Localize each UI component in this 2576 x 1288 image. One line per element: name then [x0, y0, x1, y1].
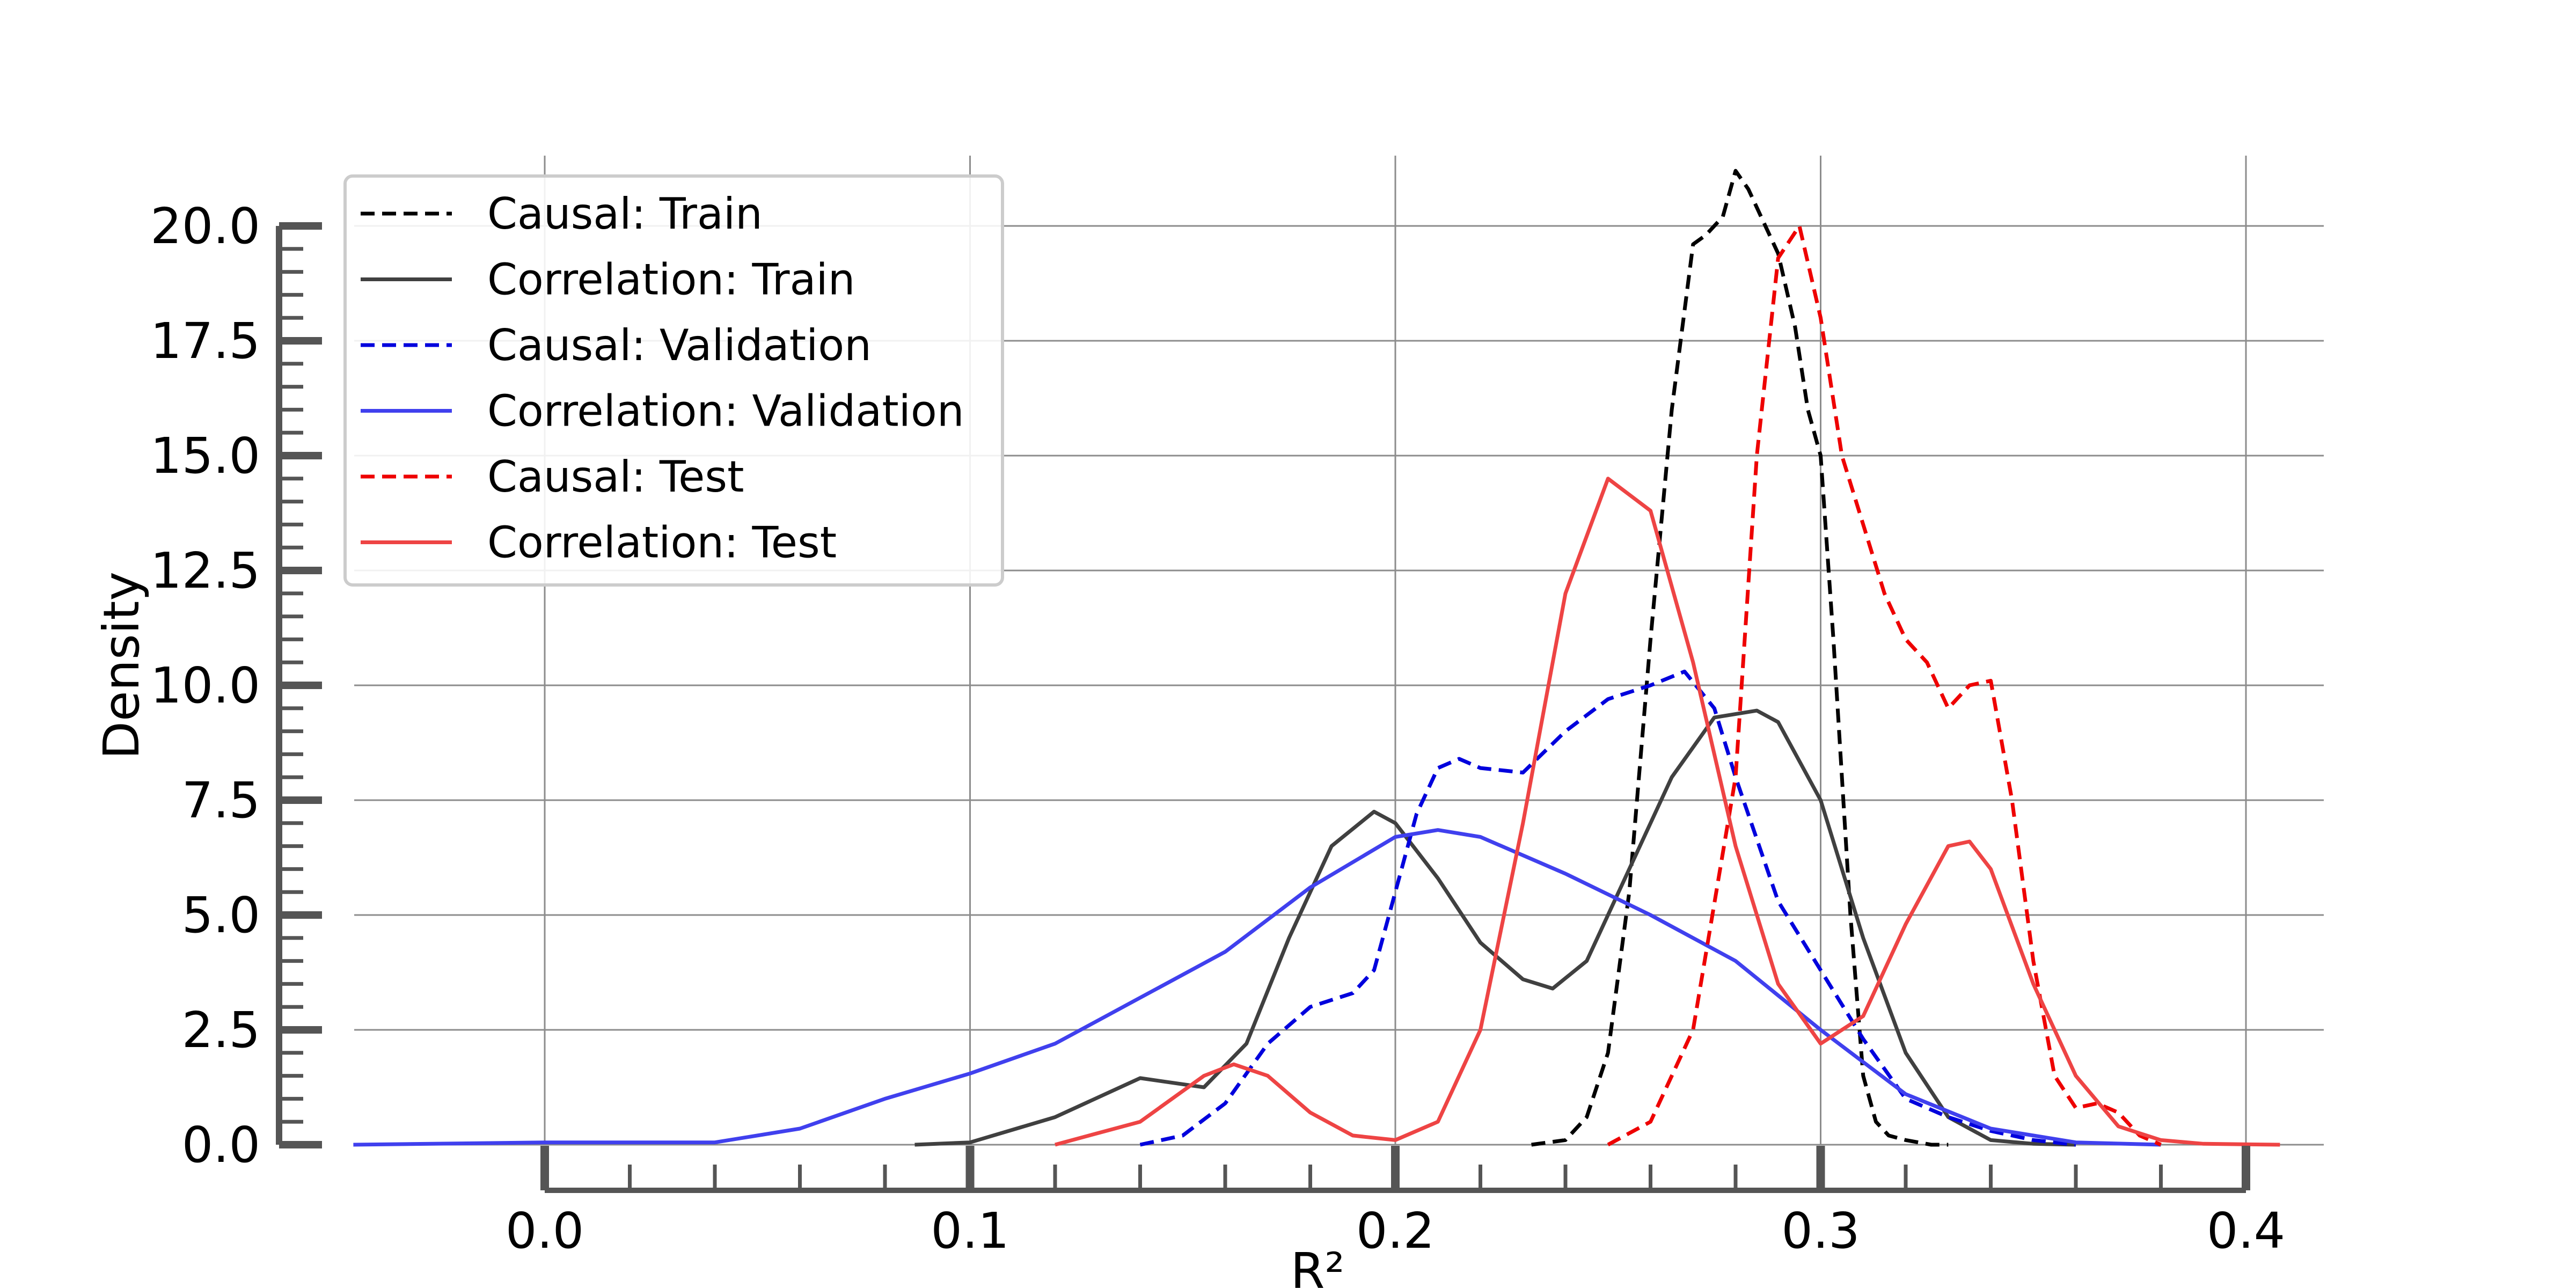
- x-tick-label: 0.3: [1781, 1202, 1860, 1260]
- y-tick-label: 5.0: [182, 887, 260, 944]
- y-tick-label: 17.5: [150, 312, 260, 370]
- x-tick-labels: 0.0 0.1 0.2 0.3 0.4: [506, 1202, 2285, 1260]
- y-tick-label: 10.0: [150, 657, 260, 714]
- y-tick-label: 12.5: [150, 542, 260, 599]
- series-line-5: [1055, 477, 2280, 1147]
- x-tick-label: 0.0: [506, 1202, 584, 1260]
- y-tick-label: 15.0: [150, 427, 260, 485]
- legend-label: Correlation: Test: [487, 518, 837, 568]
- series-line-0: [1531, 169, 1949, 1147]
- y-tick-label: 0.0: [182, 1116, 260, 1174]
- y-tick-label: 20.0: [150, 197, 260, 255]
- x-tick-label: 0.1: [931, 1202, 1009, 1260]
- y-tick-label: 2.5: [182, 1001, 260, 1059]
- legend-label: Causal: Validation: [487, 320, 872, 370]
- legend-label: Causal: Train: [487, 189, 763, 239]
- y-tick-label: 7.5: [182, 772, 260, 829]
- legend: Causal: Train Correlation: Train Causal: V…: [343, 174, 1004, 587]
- series-lines: [353, 169, 2280, 1147]
- legend-label: Causal: Test: [487, 452, 744, 502]
- y-tick-labels: 0.0 2.5 5.0 7.5 10.0 12.5 15.0 17.5 20.0: [150, 197, 260, 1174]
- x-axis-label: R²: [1291, 1242, 1345, 1288]
- x-tick-label: 0.4: [2207, 1202, 2285, 1260]
- legend-label: Correlation: Train: [487, 255, 855, 305]
- axes: [276, 222, 2250, 1193]
- series-line-2: [1139, 669, 2076, 1147]
- series-line-4: [1607, 224, 2162, 1147]
- x-tick-label: 0.2: [1356, 1202, 1435, 1260]
- legend-label: Correlation: Validation: [487, 386, 964, 436]
- legend-box: [343, 174, 1004, 587]
- y-axis-label: Density: [93, 572, 150, 759]
- series-line-1: [914, 708, 2076, 1147]
- series-line-3: [353, 828, 2161, 1147]
